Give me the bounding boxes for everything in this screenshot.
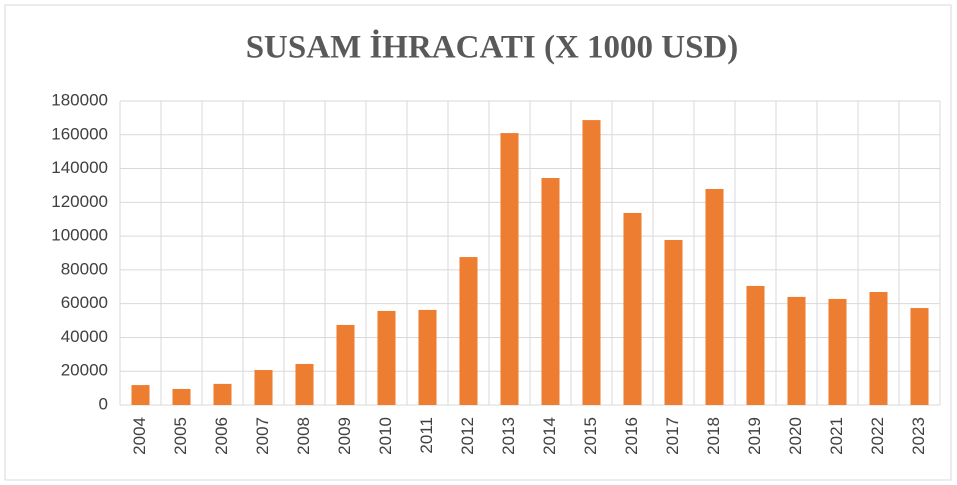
y-tick-label: 60000 xyxy=(61,293,108,312)
x-tick-label: 2016 xyxy=(622,417,641,455)
y-tick-label: 120000 xyxy=(51,192,108,211)
chart-border xyxy=(4,4,952,481)
x-tick-label: 2019 xyxy=(745,417,764,455)
x-tick-label: 2005 xyxy=(171,417,190,455)
x-tick-label: 2014 xyxy=(540,417,559,455)
x-tick-label: 2017 xyxy=(663,417,682,455)
y-tick-label: 20000 xyxy=(61,361,108,380)
bar xyxy=(828,298,847,405)
y-tick-label: 160000 xyxy=(51,124,108,143)
bar xyxy=(664,239,683,405)
bar xyxy=(623,212,642,405)
x-tick-label: 2023 xyxy=(909,417,928,455)
y-tick-label: 40000 xyxy=(61,327,108,346)
bar xyxy=(172,388,191,405)
x-tick-label: 2021 xyxy=(827,417,846,455)
x-tick-label: 2012 xyxy=(458,417,477,455)
x-tick-label: 2022 xyxy=(868,417,887,455)
bar xyxy=(213,383,232,405)
bar xyxy=(418,309,437,405)
x-tick-label: 2007 xyxy=(253,417,272,455)
bar xyxy=(541,178,560,405)
chart-title: SUSAM İHRACATI (X 1000 USD) xyxy=(246,28,739,66)
y-tick-label: 100000 xyxy=(51,226,108,245)
x-tick-label: 2015 xyxy=(581,417,600,455)
x-tick-label: 2008 xyxy=(294,417,313,455)
bar xyxy=(869,292,888,405)
x-tick-label: 2018 xyxy=(704,417,723,455)
x-tick-label: 2006 xyxy=(212,417,231,455)
x-tick-label: 2010 xyxy=(376,417,395,455)
bar xyxy=(254,370,273,405)
bar xyxy=(500,133,519,406)
bar xyxy=(295,363,314,405)
bar xyxy=(746,285,765,405)
bar xyxy=(582,120,601,405)
x-tick-label: 2020 xyxy=(786,417,805,455)
x-tick-label: 2004 xyxy=(130,417,149,455)
bar xyxy=(705,188,724,405)
bar xyxy=(910,308,929,405)
bar xyxy=(131,385,150,405)
bar xyxy=(787,296,806,405)
bar xyxy=(459,257,478,405)
x-tick-label: 2009 xyxy=(335,417,354,455)
bar xyxy=(377,310,396,405)
y-tick-label: 180000 xyxy=(51,90,108,109)
y-tick-label: 140000 xyxy=(51,158,108,177)
y-tick-label: 80000 xyxy=(61,259,108,278)
x-tick-label: 2011 xyxy=(417,417,436,454)
y-tick-label: 0 xyxy=(99,394,108,413)
x-tick-label: 2013 xyxy=(499,417,518,455)
bar xyxy=(336,324,355,405)
